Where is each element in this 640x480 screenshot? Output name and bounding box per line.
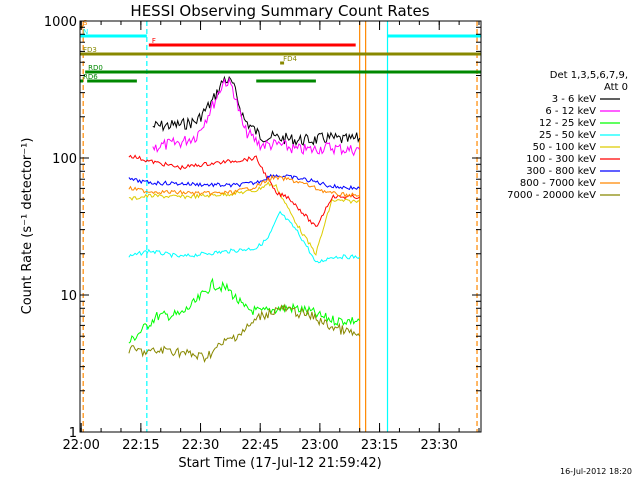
x-tick-label: 22:15 <box>122 438 159 453</box>
x-tick-label: 22:30 <box>182 438 219 453</box>
footer-timestamp: 16-Jul-2012 18:20 <box>560 467 632 476</box>
series-line <box>152 77 361 157</box>
x-tick-label: 22:45 <box>241 438 278 453</box>
y-axis-label: Count Rate (s⁻¹ detector⁻¹) <box>20 138 35 315</box>
x-tick-label: 23:00 <box>301 438 338 453</box>
flag-label: S <box>83 19 88 27</box>
flag-label: N <box>83 28 88 36</box>
series-line <box>128 181 360 256</box>
flag-label: FD4 <box>283 55 297 63</box>
y-tick-label: 1000 <box>44 15 77 30</box>
series-line <box>128 210 361 264</box>
legend-entry-label: 12 - 25 keV <box>539 118 596 129</box>
x-tick-label: 23:15 <box>361 438 398 453</box>
legend-entry-label: 50 - 100 keV <box>533 142 597 153</box>
legend-entry-label: 100 - 300 keV <box>526 154 596 165</box>
time-markers <box>82 21 478 432</box>
flag-label: F <box>152 37 156 45</box>
flag-label: RD6 <box>83 73 98 81</box>
series-line <box>128 303 361 363</box>
series-line <box>152 75 361 147</box>
x-axis-label: Start Time (17-Jul-12 21:59:42) <box>178 456 381 471</box>
series-line <box>128 173 361 191</box>
series-line <box>128 154 361 227</box>
legend-entry-label: 7000 - 20000 keV <box>507 190 596 201</box>
flag-label: FD3 <box>83 46 97 54</box>
chart-title: HESSI Observing Summary Count Rates <box>130 2 429 20</box>
plot-frame <box>79 20 482 433</box>
series-line <box>128 277 361 344</box>
legend-header: Det 1,3,5,6,7,9, <box>550 70 628 81</box>
series-line <box>128 174 360 198</box>
y-axis: 1 10 100 1000 <box>44 15 481 441</box>
y-tick-label: 100 <box>52 152 77 167</box>
legend-entry-label: 3 - 6 keV <box>552 94 596 105</box>
x-tick-label: 23:30 <box>420 438 457 453</box>
y-tick-label: 10 <box>60 289 77 304</box>
legend-entry-label: 300 - 800 keV <box>526 166 596 177</box>
x-axis: 22:00 22:15 22:30 22:45 23:00 23:15 23:30 <box>62 21 480 453</box>
legend-entry-label: 800 - 7000 keV <box>520 178 596 189</box>
flag-label: RD0 <box>88 64 103 72</box>
legend-header: Att 0 <box>604 82 628 93</box>
x-tick-label: 22:00 <box>62 438 99 453</box>
series-lines <box>128 75 361 363</box>
y-tick-label: 1 <box>69 426 77 441</box>
legend-entry-label: 25 - 50 keV <box>539 130 596 141</box>
legend-entry-label: 6 - 12 keV <box>545 106 596 117</box>
